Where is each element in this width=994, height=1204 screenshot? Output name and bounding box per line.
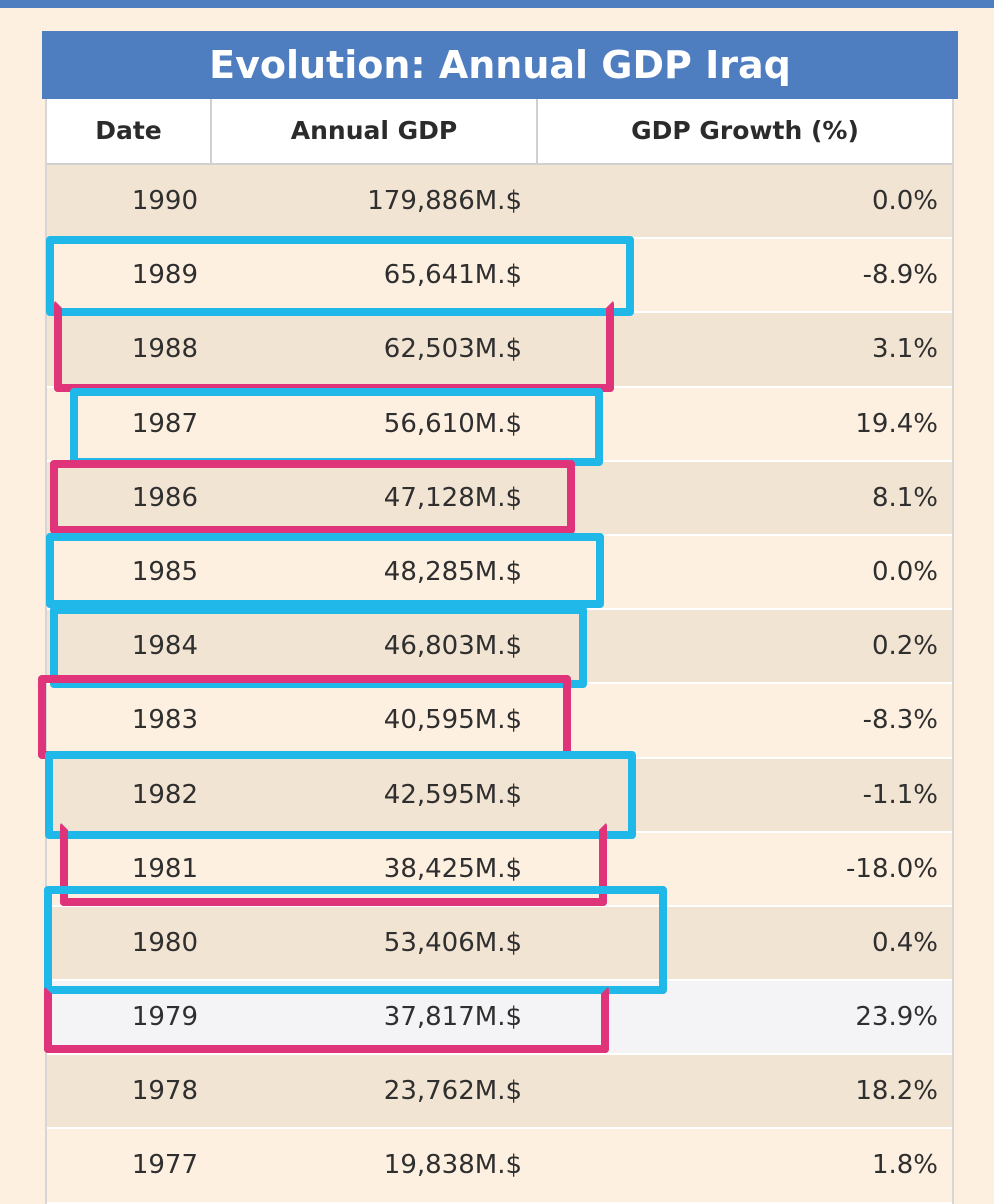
table-row: 1980 53,406M.$ 0.4%: [47, 906, 952, 982]
cell-gdp-growth: 23.9%: [855, 1002, 938, 1033]
cell-annual-gdp: 46,803M.$: [383, 631, 522, 662]
cell-date: 1990: [131, 186, 198, 216]
highlight-box-1980: [44, 886, 667, 994]
table-row: 1982 42,595M.$ -1.1%: [47, 758, 952, 833]
cell-annual-gdp: 42,595M.$: [383, 779, 522, 810]
top-accent-bar: [0, 0, 994, 8]
table-row: 1985 48,285M.$ 0.0%: [47, 535, 952, 611]
highlight-box-1984: [50, 606, 587, 688]
cell-annual-gdp: 62,503M.$: [383, 334, 522, 365]
cell-gdp-growth: 8.1%: [871, 482, 938, 513]
cell-annual-gdp: 53,406M.$: [383, 927, 522, 958]
cell-annual-gdp: 56,610M.$: [383, 408, 522, 439]
cell-gdp-growth: -1.1%: [862, 779, 938, 810]
cell-annual-gdp: 37,817M.$: [383, 1002, 522, 1033]
table-title: Evolution: Annual GDP Iraq: [42, 31, 958, 99]
cell-annual-gdp: 38,425M.$: [383, 853, 522, 884]
table-row: 1987 56,610M.$ 19.4%: [47, 387, 952, 462]
cell-gdp-growth: 0.2%: [871, 631, 938, 662]
highlight-box-1981: [60, 822, 607, 906]
column-header-annual-gdp: Annual GDP: [212, 99, 538, 163]
cell-date: 1977: [131, 1150, 198, 1181]
cell-annual-gdp: 179,886M.$: [367, 186, 522, 216]
highlight-box-1983: [38, 675, 571, 759]
cell-date: 1985: [131, 556, 198, 587]
cell-date: 1987: [131, 408, 198, 439]
cell-annual-gdp: 48,285M.$: [383, 556, 522, 587]
highlight-box-1988: [54, 300, 614, 392]
cell-date: 1981: [131, 853, 198, 884]
cell-gdp-growth: 0.4%: [871, 927, 938, 958]
cell-date: 1986: [131, 482, 198, 513]
cell-gdp-growth: 1.8%: [871, 1150, 938, 1181]
cell-annual-gdp: 65,641M.$: [383, 260, 522, 291]
column-header-date: Date: [47, 99, 212, 163]
cell-date: 1984: [131, 631, 198, 662]
table-row: 1990 179,886M.$ 0.0%: [47, 165, 952, 240]
cell-annual-gdp: 40,595M.$: [383, 705, 522, 736]
table-row: 1986 47,128M.$ 8.1%: [47, 461, 952, 536]
table-row: 1978 23,762M.$ 18.2%: [47, 1055, 952, 1130]
table-header-row: Date Annual GDP GDP Growth (%): [47, 99, 952, 165]
highlight-box-1979: [44, 986, 609, 1053]
table-row: 1977 19,838M.$ 1.8%: [47, 1129, 952, 1204]
highlight-box-1982: [45, 751, 636, 839]
highlight-box-1985: [46, 533, 604, 608]
cell-annual-gdp: 19,838M.$: [383, 1150, 522, 1181]
cell-date: 1988: [131, 334, 198, 365]
cell-gdp-growth: -18.0%: [846, 853, 938, 884]
cell-gdp-growth: -8.3%: [862, 705, 938, 736]
table-row: 1988 62,503M.$ 3.1%: [47, 313, 952, 388]
table-row: 1989 65,641M.$ -8.9%: [47, 239, 952, 314]
highlight-box-1986: [50, 460, 575, 534]
cell-date: 1979: [131, 1002, 198, 1033]
cell-gdp-growth: 0.0%: [871, 556, 938, 587]
table-row: 1981 38,425M.$ -18.0%: [47, 832, 952, 907]
cell-date: 1978: [131, 1076, 198, 1107]
column-header-gdp-growth: GDP Growth (%): [631, 116, 859, 145]
cell-gdp-growth: 18.2%: [855, 1076, 938, 1107]
cell-gdp-growth: -8.9%: [862, 260, 938, 291]
highlight-box-1989: [46, 236, 634, 316]
cell-date: 1989: [131, 260, 198, 291]
cell-gdp-growth: 0.0%: [871, 186, 938, 216]
cell-gdp-growth: 3.1%: [871, 334, 938, 365]
cell-annual-gdp: 23,762M.$: [383, 1076, 522, 1107]
cell-gdp-growth: 19.4%: [855, 408, 938, 439]
cell-date: 1983: [131, 705, 198, 736]
cell-date: 1980: [131, 927, 198, 958]
cell-date: 1982: [131, 779, 198, 810]
highlight-box-1987: [70, 388, 603, 466]
cell-annual-gdp: 47,128M.$: [383, 482, 522, 513]
